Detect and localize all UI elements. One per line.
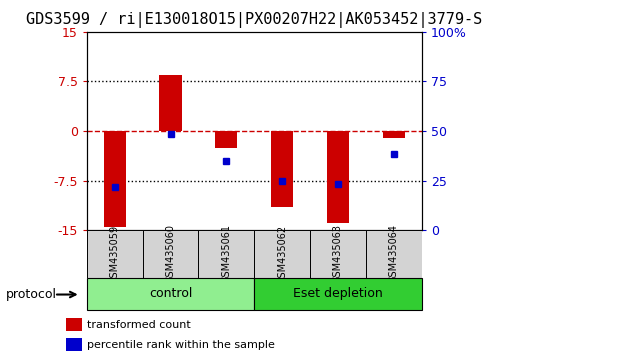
Bar: [104, 131, 126, 227]
Text: percentile rank within the sample: percentile rank within the sample: [87, 340, 275, 350]
FancyBboxPatch shape: [310, 230, 366, 278]
Text: GDS3599 / ri|E130018O15|PX00207H22|AK053452|3779-S: GDS3599 / ri|E130018O15|PX00207H22|AK053…: [26, 12, 482, 28]
Bar: [271, 131, 293, 207]
FancyBboxPatch shape: [143, 230, 198, 278]
Bar: [66, 338, 82, 351]
FancyBboxPatch shape: [254, 230, 310, 278]
Text: transformed count: transformed count: [87, 320, 191, 330]
Bar: [383, 131, 405, 138]
Text: GSM435060: GSM435060: [166, 224, 175, 284]
Text: GSM435063: GSM435063: [333, 224, 343, 284]
Bar: [215, 131, 237, 148]
Bar: [66, 318, 82, 331]
FancyBboxPatch shape: [366, 230, 422, 278]
Text: Eset depletion: Eset depletion: [293, 287, 383, 300]
FancyBboxPatch shape: [87, 278, 254, 310]
Text: protocol: protocol: [6, 288, 57, 301]
FancyBboxPatch shape: [87, 230, 143, 278]
Text: GSM435061: GSM435061: [221, 224, 231, 284]
Bar: [327, 131, 349, 223]
FancyBboxPatch shape: [254, 278, 422, 310]
Text: GSM435064: GSM435064: [389, 224, 399, 284]
FancyBboxPatch shape: [198, 230, 254, 278]
Text: control: control: [149, 287, 192, 300]
Text: GSM435059: GSM435059: [110, 224, 120, 284]
Bar: [159, 75, 182, 131]
Text: GSM435062: GSM435062: [277, 224, 287, 284]
